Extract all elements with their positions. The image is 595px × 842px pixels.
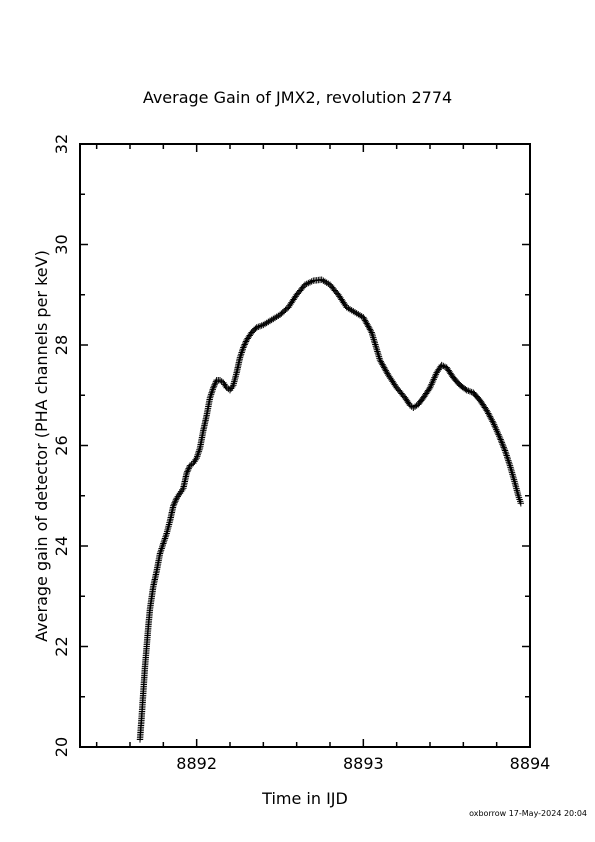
data-point <box>157 546 165 554</box>
data-point <box>503 452 510 459</box>
data-point <box>170 502 177 509</box>
data-point <box>374 348 381 355</box>
data-point <box>160 538 168 546</box>
data-point <box>505 459 513 466</box>
data-point <box>373 346 381 353</box>
data-point <box>370 336 377 343</box>
data-point <box>195 449 202 457</box>
data-point <box>496 434 504 442</box>
data-point <box>207 392 214 400</box>
data-point <box>158 545 165 552</box>
data-point <box>194 453 201 460</box>
y-tick-label: 22 <box>52 636 71 656</box>
y-tick-label: 24 <box>52 536 71 556</box>
data-point <box>184 466 192 474</box>
footer-credit: oxborrow 17-May-2024 20:04 <box>469 809 587 818</box>
y-tick-label: 28 <box>52 335 71 355</box>
data-point <box>207 391 215 398</box>
data-point <box>237 352 244 360</box>
data-point <box>373 344 380 352</box>
data-point <box>195 448 203 455</box>
data-marks <box>136 276 525 743</box>
data-point <box>372 343 380 350</box>
data-point <box>208 389 215 396</box>
data-point <box>499 441 506 448</box>
x-tick-label: 8892 <box>176 754 217 773</box>
axis-tick-labels: 20 22 24 26 28 30 32 8892 8893 8894 <box>52 134 550 773</box>
axis-ticks <box>80 143 531 748</box>
data-point <box>504 454 511 461</box>
data-point <box>161 535 169 542</box>
data-point <box>237 351 245 358</box>
data-point <box>372 341 379 348</box>
data-point <box>210 384 217 391</box>
data-point <box>211 381 218 388</box>
data-point <box>501 445 508 453</box>
data-point <box>499 442 507 450</box>
data-point <box>498 437 505 445</box>
data-point <box>159 543 166 551</box>
data-point <box>185 465 192 472</box>
data-point <box>242 339 249 347</box>
data-point <box>505 457 512 464</box>
data-point <box>161 536 168 544</box>
data-point <box>170 501 178 508</box>
data-point <box>374 349 382 357</box>
data-point <box>375 351 382 359</box>
data-point <box>172 498 179 505</box>
data-point <box>370 334 377 341</box>
data-point <box>504 455 511 463</box>
data-point <box>241 341 248 348</box>
x-tick-label: 8894 <box>510 754 551 773</box>
data-point <box>159 541 166 549</box>
data-point <box>240 344 247 351</box>
data-point <box>171 499 178 506</box>
data-point <box>183 469 190 477</box>
data-point <box>371 337 378 345</box>
data-point <box>371 339 378 347</box>
data-point <box>498 439 506 446</box>
y-tick-label: 32 <box>52 134 71 154</box>
data-point <box>162 531 170 539</box>
data-point <box>236 354 244 361</box>
data-point <box>162 533 169 540</box>
data-point <box>517 500 525 507</box>
x-axis-label: Time in IJD <box>262 789 348 808</box>
data-point <box>196 446 203 453</box>
x-tick-label: 8893 <box>343 754 384 773</box>
data-point <box>160 540 167 547</box>
data-point <box>367 327 375 335</box>
data-point <box>212 379 219 387</box>
data-point <box>157 548 164 556</box>
data-point <box>184 468 191 475</box>
y-tick-label: 30 <box>52 234 71 254</box>
data-point <box>240 342 248 350</box>
data-point <box>218 378 225 385</box>
y-tick-label: 26 <box>52 435 71 455</box>
data-point <box>502 450 510 458</box>
data-point <box>462 386 469 393</box>
data-point <box>506 460 513 468</box>
data-point <box>489 418 496 425</box>
data-point <box>500 444 507 451</box>
plot-frame <box>79 143 531 748</box>
data-point <box>210 383 218 390</box>
y-tick-label: 20 <box>52 737 71 757</box>
data-point <box>497 436 504 443</box>
chart-title: Average Gain of JMX2, revolution 2774 <box>142 88 453 107</box>
data-point <box>238 349 245 356</box>
data-point <box>405 400 413 407</box>
